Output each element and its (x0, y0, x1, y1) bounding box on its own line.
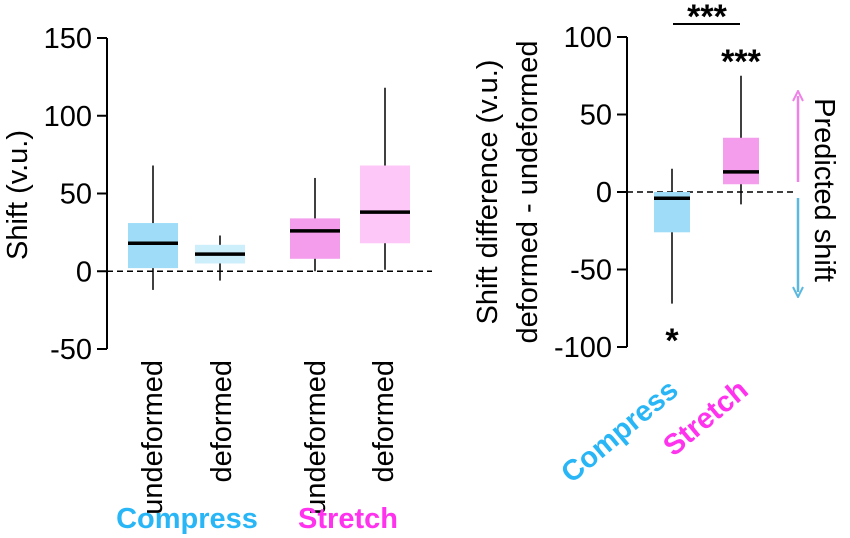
y-tick-label: -50 (570, 255, 612, 287)
y-tick-label: 0 (76, 256, 92, 288)
y-tick-label: 50 (580, 100, 612, 132)
box-body (290, 218, 340, 259)
category-label: deformed (368, 360, 400, 483)
category-label: deformed (206, 360, 238, 483)
significance-compress: * (665, 322, 679, 360)
y-tick-label: -100 (554, 332, 612, 364)
right-panel: 100 50 0 -50 -100 Shift difference (v.u.) de… (472, 0, 840, 490)
right-boxes (654, 75, 759, 304)
group-label-compress: Compress (116, 503, 258, 535)
predicted-shift-label: Predicted shift (808, 98, 840, 282)
left-y-axis-label: Shift (v.u.) (2, 130, 34, 260)
group-label-stretch: Stretch (298, 503, 398, 535)
y-tick-label: 0 (596, 177, 612, 209)
right-y-axis-label-line1: Shift difference (v.u.) (472, 60, 504, 325)
right-y-ticks: 100 50 0 -50 -100 (554, 22, 627, 364)
box-body (723, 137, 759, 185)
y-tick-label: -50 (50, 334, 92, 366)
category-label: undeformed (300, 360, 332, 515)
left-boxes (128, 87, 410, 290)
box-body (360, 165, 410, 244)
category-label: undeformed (137, 360, 169, 515)
y-tick-label: 150 (44, 23, 92, 55)
comparison-significance: *** (687, 0, 727, 36)
significance-stretch: *** (721, 43, 761, 81)
box-body (128, 223, 178, 269)
y-tick-label: 100 (564, 22, 612, 54)
right-y-axis-label-line2: deformed - undeformed (512, 40, 544, 343)
y-tick-label: 100 (44, 101, 92, 133)
left-panel: 150 100 50 0 -50 Shift (v.u.) undeformed def… (2, 23, 432, 535)
y-tick-label: 50 (60, 179, 92, 211)
left-y-ticks: 150 100 50 0 -50 (44, 23, 107, 366)
